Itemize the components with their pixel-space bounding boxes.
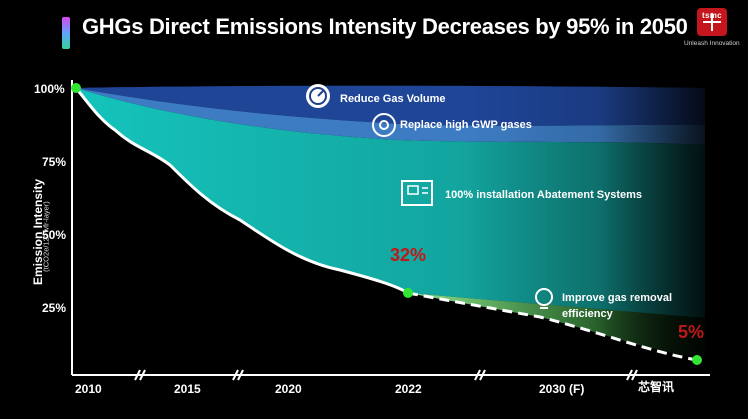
y-tick-label: 25% xyxy=(42,301,67,315)
replace-gwp-gear-icon xyxy=(372,113,396,137)
logo-text: tsmc xyxy=(702,11,722,20)
annotation-improve-removal: Improve gas removal xyxy=(562,292,673,304)
page-title: GHGs Direct Emissions Intensity Decrease… xyxy=(82,14,688,39)
tsmc-logo-icon xyxy=(697,8,727,36)
actual-emission-line xyxy=(74,87,409,295)
title-accent-bar xyxy=(62,17,70,49)
axis-breaks xyxy=(134,369,638,381)
point-2010 xyxy=(71,83,81,93)
abatement-system-icon xyxy=(401,180,433,206)
x-tick-label: 2020 xyxy=(275,382,302,396)
annotation-abatement-systems: 100% installation Abatement Systems xyxy=(445,189,643,201)
x-tick-label: 2010 xyxy=(75,382,102,396)
callout-32-percent: 32% xyxy=(390,245,427,265)
x-tick-label: 2015 xyxy=(174,382,201,396)
logo-tagline: Unleash Innovation xyxy=(684,40,740,47)
annotation-replace-gwp: Replace high GWP gases xyxy=(400,119,532,131)
callout-5-percent: 5% xyxy=(678,322,705,342)
forecast-emission-line xyxy=(407,291,698,362)
fade-overlay xyxy=(470,80,705,370)
x-tick-label: 2022 xyxy=(395,382,422,396)
point-2050 xyxy=(692,355,702,365)
annotation-reduce-gas-volume: Reduce Gas Volume xyxy=(340,93,446,105)
reduce-gas-volume-icon xyxy=(306,84,330,108)
point-2022 xyxy=(403,288,413,298)
improve-removal-bulb-icon xyxy=(535,288,553,309)
y-tick-label: 100% xyxy=(34,82,65,96)
y-tick-label: 50% xyxy=(42,228,67,242)
y-tick-label: 75% xyxy=(42,155,67,169)
x-tick-label: 2030 (F) xyxy=(539,382,585,396)
watermark-text: 芯智讯 xyxy=(638,380,675,394)
annotation-improve-removal-2: efficiency xyxy=(562,308,613,320)
